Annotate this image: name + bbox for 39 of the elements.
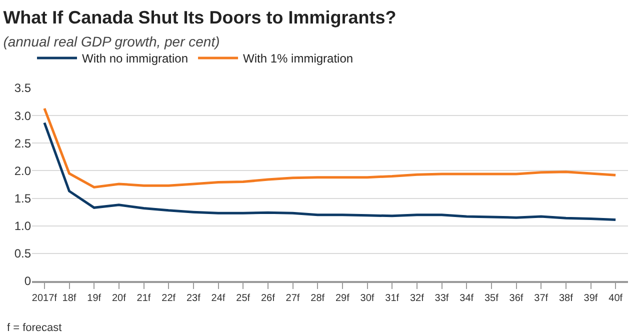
x-tick-label: 18f	[62, 293, 76, 304]
x-tick-label: 39f	[584, 293, 598, 304]
x-tick-label: 23f	[186, 293, 201, 304]
x-tick-label: 19f	[87, 293, 102, 304]
x-tick-label: 34f	[460, 293, 474, 304]
y-tick-label: 0.5	[14, 246, 32, 261]
x-tick-label: 33f	[434, 293, 449, 304]
chart-title: What If Canada Shut Its Doors to Immigrants?	[3, 7, 396, 28]
line-series	[43, 107, 617, 189]
y-tick-label: 2.0	[14, 164, 32, 178]
x-tick-label: 24f	[211, 293, 226, 304]
legend-label: With 1% immigration	[243, 52, 354, 66]
x-tick-label: 29f	[335, 293, 350, 304]
x-tick-label: 21f	[136, 293, 151, 304]
chart-subtitle: (annual real GDP growth, per cent)	[3, 34, 220, 50]
y-tick-label: 0	[24, 274, 32, 288]
x-tick-label: 37f	[534, 293, 548, 304]
x-tick-label: 32f	[410, 293, 424, 304]
legend-label: With no immigration	[82, 52, 188, 66]
x-tick-label: 25f	[236, 293, 250, 304]
x-tick-label: 20f	[112, 293, 126, 304]
y-tick-label: 3.0	[14, 108, 32, 123]
x-tick-label: 22f	[162, 293, 176, 304]
y-tick-label: 3.5	[14, 81, 32, 96]
x-tick-label: 36f	[509, 293, 524, 304]
y-tick-label: 2.5	[14, 136, 32, 150]
x-tick-label: 27f	[286, 293, 300, 304]
x-tick-label: 31f	[385, 293, 400, 304]
x-tick-label: 26f	[260, 293, 276, 304]
text: f = forecast	[7, 322, 62, 333]
y-tick-label: 1.5	[14, 191, 32, 206]
y-tick-label: 1.0	[14, 219, 32, 234]
x-tick-label: 40f	[608, 293, 623, 304]
x-tick-label: 2017f	[32, 293, 58, 304]
x-tick-label: 38f	[558, 293, 574, 304]
x-tick-label: 35f	[484, 293, 499, 304]
line-series	[43, 121, 617, 222]
x-tick-label: 28f	[310, 293, 325, 304]
x-tick-label: 30f	[360, 293, 374, 304]
